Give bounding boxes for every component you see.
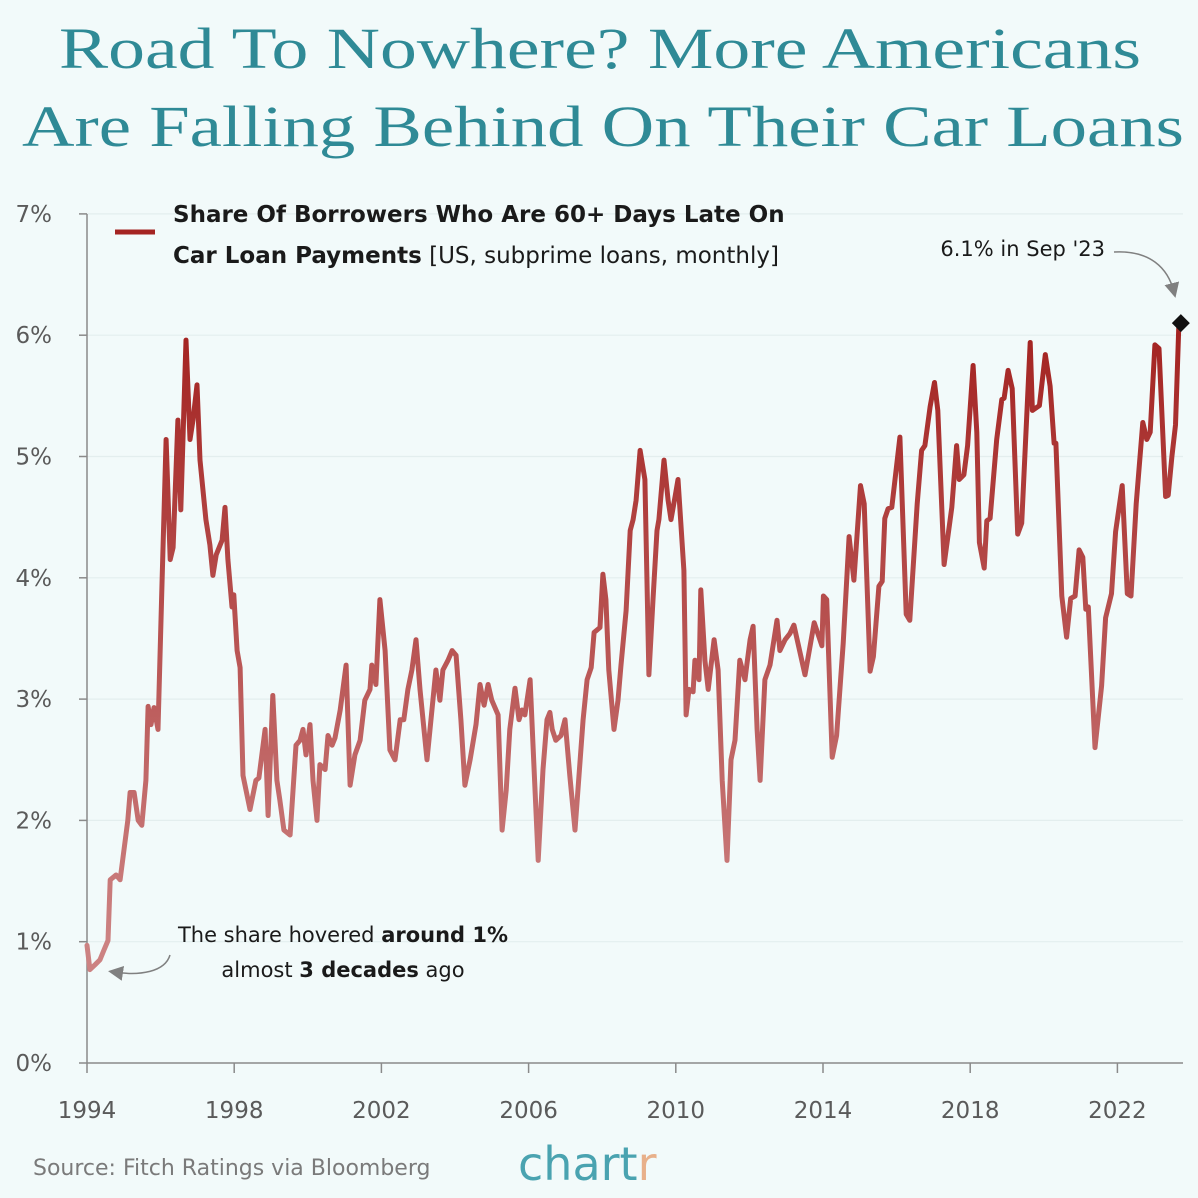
x-tick-label: 2022 [1088, 1098, 1147, 1124]
y-tick-label: 0% [16, 1051, 53, 1077]
x-tick-label: 2014 [794, 1098, 853, 1124]
annotation-early-arrow-icon [108, 954, 171, 981]
y-tick-label: 1% [16, 930, 53, 956]
y-tick-label: 2% [16, 808, 53, 834]
annotation-latest: 6.1% in Sep '23 [940, 237, 1105, 261]
y-axis: 0% 1% 2% 3% 4% 5% 6% 7% [16, 202, 87, 1077]
x-tick-label: 2006 [499, 1098, 558, 1124]
x-axis: 1994 1998 2002 2006 2010 2014 2018 2022 [58, 1063, 1147, 1124]
chart-title-line2: Are Falling Behind On Their Car Loans [22, 94, 1184, 159]
x-tick-label: 2002 [352, 1098, 411, 1124]
y-tick-label: 5% [16, 445, 53, 471]
y-tick-label: 4% [16, 566, 53, 592]
source-note: Source: Fitch Ratings via Bloomberg [33, 1156, 430, 1181]
x-tick-label: 1994 [58, 1098, 117, 1124]
legend-label-line1: Share Of Borrowers Who Are 60+ Days Late… [173, 202, 785, 228]
annotation-early-line1: The share hovered around 1% [177, 923, 508, 947]
chart-title-line1: Road To Nowhere? More Americans [59, 16, 1141, 81]
series-line [84, 320, 1182, 973]
x-tick-label: 2010 [647, 1098, 706, 1124]
x-tick-label: 2018 [941, 1098, 1000, 1124]
y-tick-label: 7% [16, 202, 53, 228]
highlight-diamond-marker [1171, 314, 1190, 333]
gridlines [87, 213, 1183, 943]
legend-label-line2: Car Loan Payments [US, subprime loans, m… [173, 243, 779, 269]
y-tick-label: 6% [16, 323, 53, 349]
chartr-logo: chartr [518, 1137, 657, 1191]
x-tick-label: 1998 [205, 1098, 264, 1124]
annotation-latest-arrow-icon [1113, 251, 1180, 298]
legend: Share Of Borrowers Who Are 60+ Days Late… [115, 202, 785, 269]
y-tick-label: 3% [16, 687, 53, 713]
annotation-early-line2: almost 3 decades ago [221, 958, 464, 982]
